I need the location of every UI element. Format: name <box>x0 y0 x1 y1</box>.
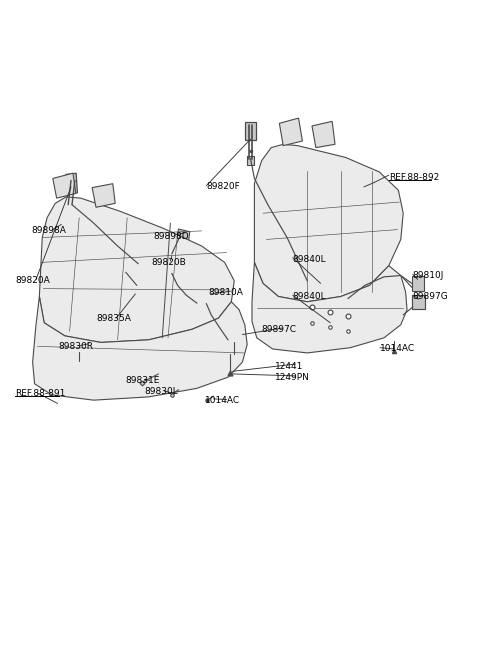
Text: 89820A: 89820A <box>15 276 50 285</box>
Text: REF.88-892: REF.88-892 <box>389 173 439 182</box>
Text: 89898D: 89898D <box>154 232 189 241</box>
Bar <box>69 338 89 352</box>
Text: 89897G: 89897G <box>413 292 448 301</box>
Polygon shape <box>279 118 302 146</box>
Bar <box>54 216 69 233</box>
Text: 89810A: 89810A <box>209 288 244 297</box>
Text: 89898A: 89898A <box>31 226 66 236</box>
Bar <box>132 285 142 303</box>
Text: 89831E: 89831E <box>126 376 160 385</box>
Text: 89820F: 89820F <box>206 182 240 192</box>
Text: REF.88-891: REF.88-891 <box>15 389 66 398</box>
Bar <box>66 173 77 194</box>
Bar <box>177 229 190 243</box>
Polygon shape <box>33 297 247 400</box>
Text: 89840L: 89840L <box>293 292 326 301</box>
Polygon shape <box>252 262 407 353</box>
Text: 1014AC: 1014AC <box>380 344 415 354</box>
Text: 89835A: 89835A <box>96 314 131 323</box>
Text: 1014AC: 1014AC <box>205 396 240 405</box>
Text: 89820B: 89820B <box>151 258 186 267</box>
Text: 89830R: 89830R <box>59 342 94 351</box>
Polygon shape <box>39 197 234 342</box>
Polygon shape <box>92 184 115 207</box>
Polygon shape <box>312 121 335 148</box>
Text: 89840L: 89840L <box>293 255 326 264</box>
Bar <box>247 156 254 165</box>
Polygon shape <box>53 173 76 198</box>
Bar <box>227 327 241 342</box>
Text: 1249PN: 1249PN <box>275 373 310 382</box>
Text: 12441: 12441 <box>275 361 303 371</box>
Bar <box>412 295 425 309</box>
Text: 89830L: 89830L <box>144 387 178 396</box>
Polygon shape <box>254 144 403 302</box>
Bar <box>167 254 177 274</box>
Text: 89810J: 89810J <box>413 271 444 280</box>
Bar <box>245 122 256 140</box>
Bar <box>412 276 424 291</box>
Text: 89897C: 89897C <box>262 325 297 334</box>
Bar <box>202 289 211 304</box>
